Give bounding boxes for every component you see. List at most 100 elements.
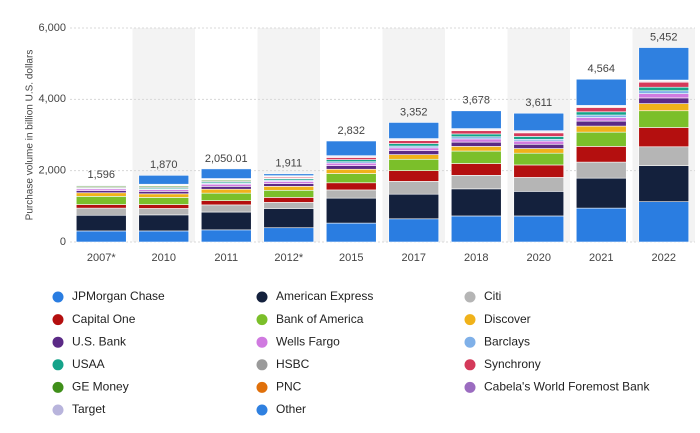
legend-label: USAA [72, 357, 105, 371]
legend-marker [464, 359, 476, 371]
legend-marker [52, 359, 64, 371]
bar-segment [450, 150, 502, 164]
bar-segment [513, 136, 565, 140]
legend-label: Target [72, 402, 106, 416]
total-label: 3,352 [400, 106, 428, 118]
bar-segment [513, 177, 565, 192]
bar-segment [638, 97, 690, 104]
bar-segment [325, 222, 377, 243]
x-tick-label: 2015 [339, 252, 363, 264]
x-tick-label: 2011 [214, 252, 238, 264]
y-axis-label: Purchase volume in billion U.S. dollars [25, 50, 36, 221]
bar-segment [138, 197, 190, 205]
total-label: 4,564 [587, 63, 615, 75]
y-tick-label: 4,000 [38, 93, 66, 105]
legend-marker [52, 336, 64, 348]
bar-segment [75, 207, 127, 216]
bar-segment [325, 197, 377, 224]
legend-label: American Express [276, 289, 373, 303]
legend-marker [256, 291, 268, 303]
bar-segment [575, 114, 627, 118]
total-label: 1,870 [150, 159, 178, 171]
legend-label: HSBC [276, 357, 310, 371]
bar-segment [575, 78, 627, 106]
legend-label: U.S. Bank [72, 334, 127, 348]
bar-segment [75, 196, 127, 205]
legend-marker [52, 291, 64, 303]
legend-marker [256, 336, 268, 348]
legend-label: Barclays [484, 334, 530, 348]
bar-segment [325, 182, 377, 191]
bar-segment [388, 143, 440, 147]
bar-segment [200, 211, 252, 231]
bar-segment [575, 117, 627, 122]
bar-segment [325, 173, 377, 184]
bar-segment [450, 133, 502, 138]
bar-segment [450, 141, 502, 147]
legend-marker [256, 404, 268, 416]
legend-label: PNC [276, 380, 302, 394]
bar-segment [263, 186, 315, 191]
legend-marker [464, 381, 476, 393]
legend-marker [256, 359, 268, 371]
bar-segment [200, 186, 252, 190]
total-label: 1,911 [275, 158, 302, 170]
legend-label: Other [276, 402, 306, 416]
legend-marker [52, 381, 64, 393]
bar-segment [513, 215, 565, 243]
legend-marker [256, 381, 268, 393]
x-tick-label: 2017 [402, 252, 426, 264]
bar-segment [138, 191, 190, 195]
bar-segment [638, 90, 690, 94]
bar-segment [138, 175, 190, 185]
x-tick-label: 2020 [527, 252, 551, 264]
bar-segment [325, 140, 377, 156]
total-label: 3,611 [525, 97, 552, 109]
bar-segment [263, 183, 315, 187]
bar-segment [388, 218, 440, 243]
bar-segment [200, 204, 252, 213]
bar-segment [513, 140, 565, 145]
bar-segment [75, 204, 127, 209]
legend-label: Bank of America [276, 312, 364, 326]
bar-segment [638, 201, 690, 243]
bar-segment [575, 207, 627, 243]
bar-segment [638, 86, 690, 92]
y-tick-label: 0 [60, 236, 66, 248]
bar-segment [388, 170, 440, 182]
legend-marker [464, 336, 476, 348]
bar-segment [200, 200, 252, 206]
bar-segment [450, 215, 502, 243]
bar-segment [200, 188, 252, 194]
bar-segment [200, 183, 252, 187]
bar-segment [75, 214, 127, 232]
bar-segment [388, 154, 440, 160]
legend-marker [464, 291, 476, 303]
bar-segment [575, 125, 627, 133]
total-label: 2,832 [337, 125, 365, 137]
bar-segment [75, 192, 127, 197]
legend-label: GE Money [72, 380, 129, 394]
bar-segment [138, 208, 190, 216]
bar-segment [450, 146, 502, 152]
legend-marker [256, 314, 268, 326]
bar-segment [325, 168, 377, 174]
bar-segment [575, 177, 627, 209]
legend-label: Citi [484, 289, 501, 303]
bar-segment [263, 197, 315, 203]
bar-segment [138, 204, 190, 209]
bar-segment [450, 130, 502, 135]
bar-segment [450, 136, 502, 140]
total-label: 2,050.01 [205, 153, 248, 165]
bar-segment [388, 147, 440, 151]
bar-segment [388, 193, 440, 220]
total-label: 5,452 [650, 31, 678, 43]
total-label: 3,678 [462, 95, 490, 107]
bar-segment [325, 162, 377, 166]
bar-segment [388, 140, 440, 144]
bar-segment [138, 230, 190, 243]
bar-segment [638, 127, 690, 148]
bar-segment [263, 208, 315, 229]
bar-segment [638, 47, 690, 81]
bar-segment [325, 157, 377, 160]
